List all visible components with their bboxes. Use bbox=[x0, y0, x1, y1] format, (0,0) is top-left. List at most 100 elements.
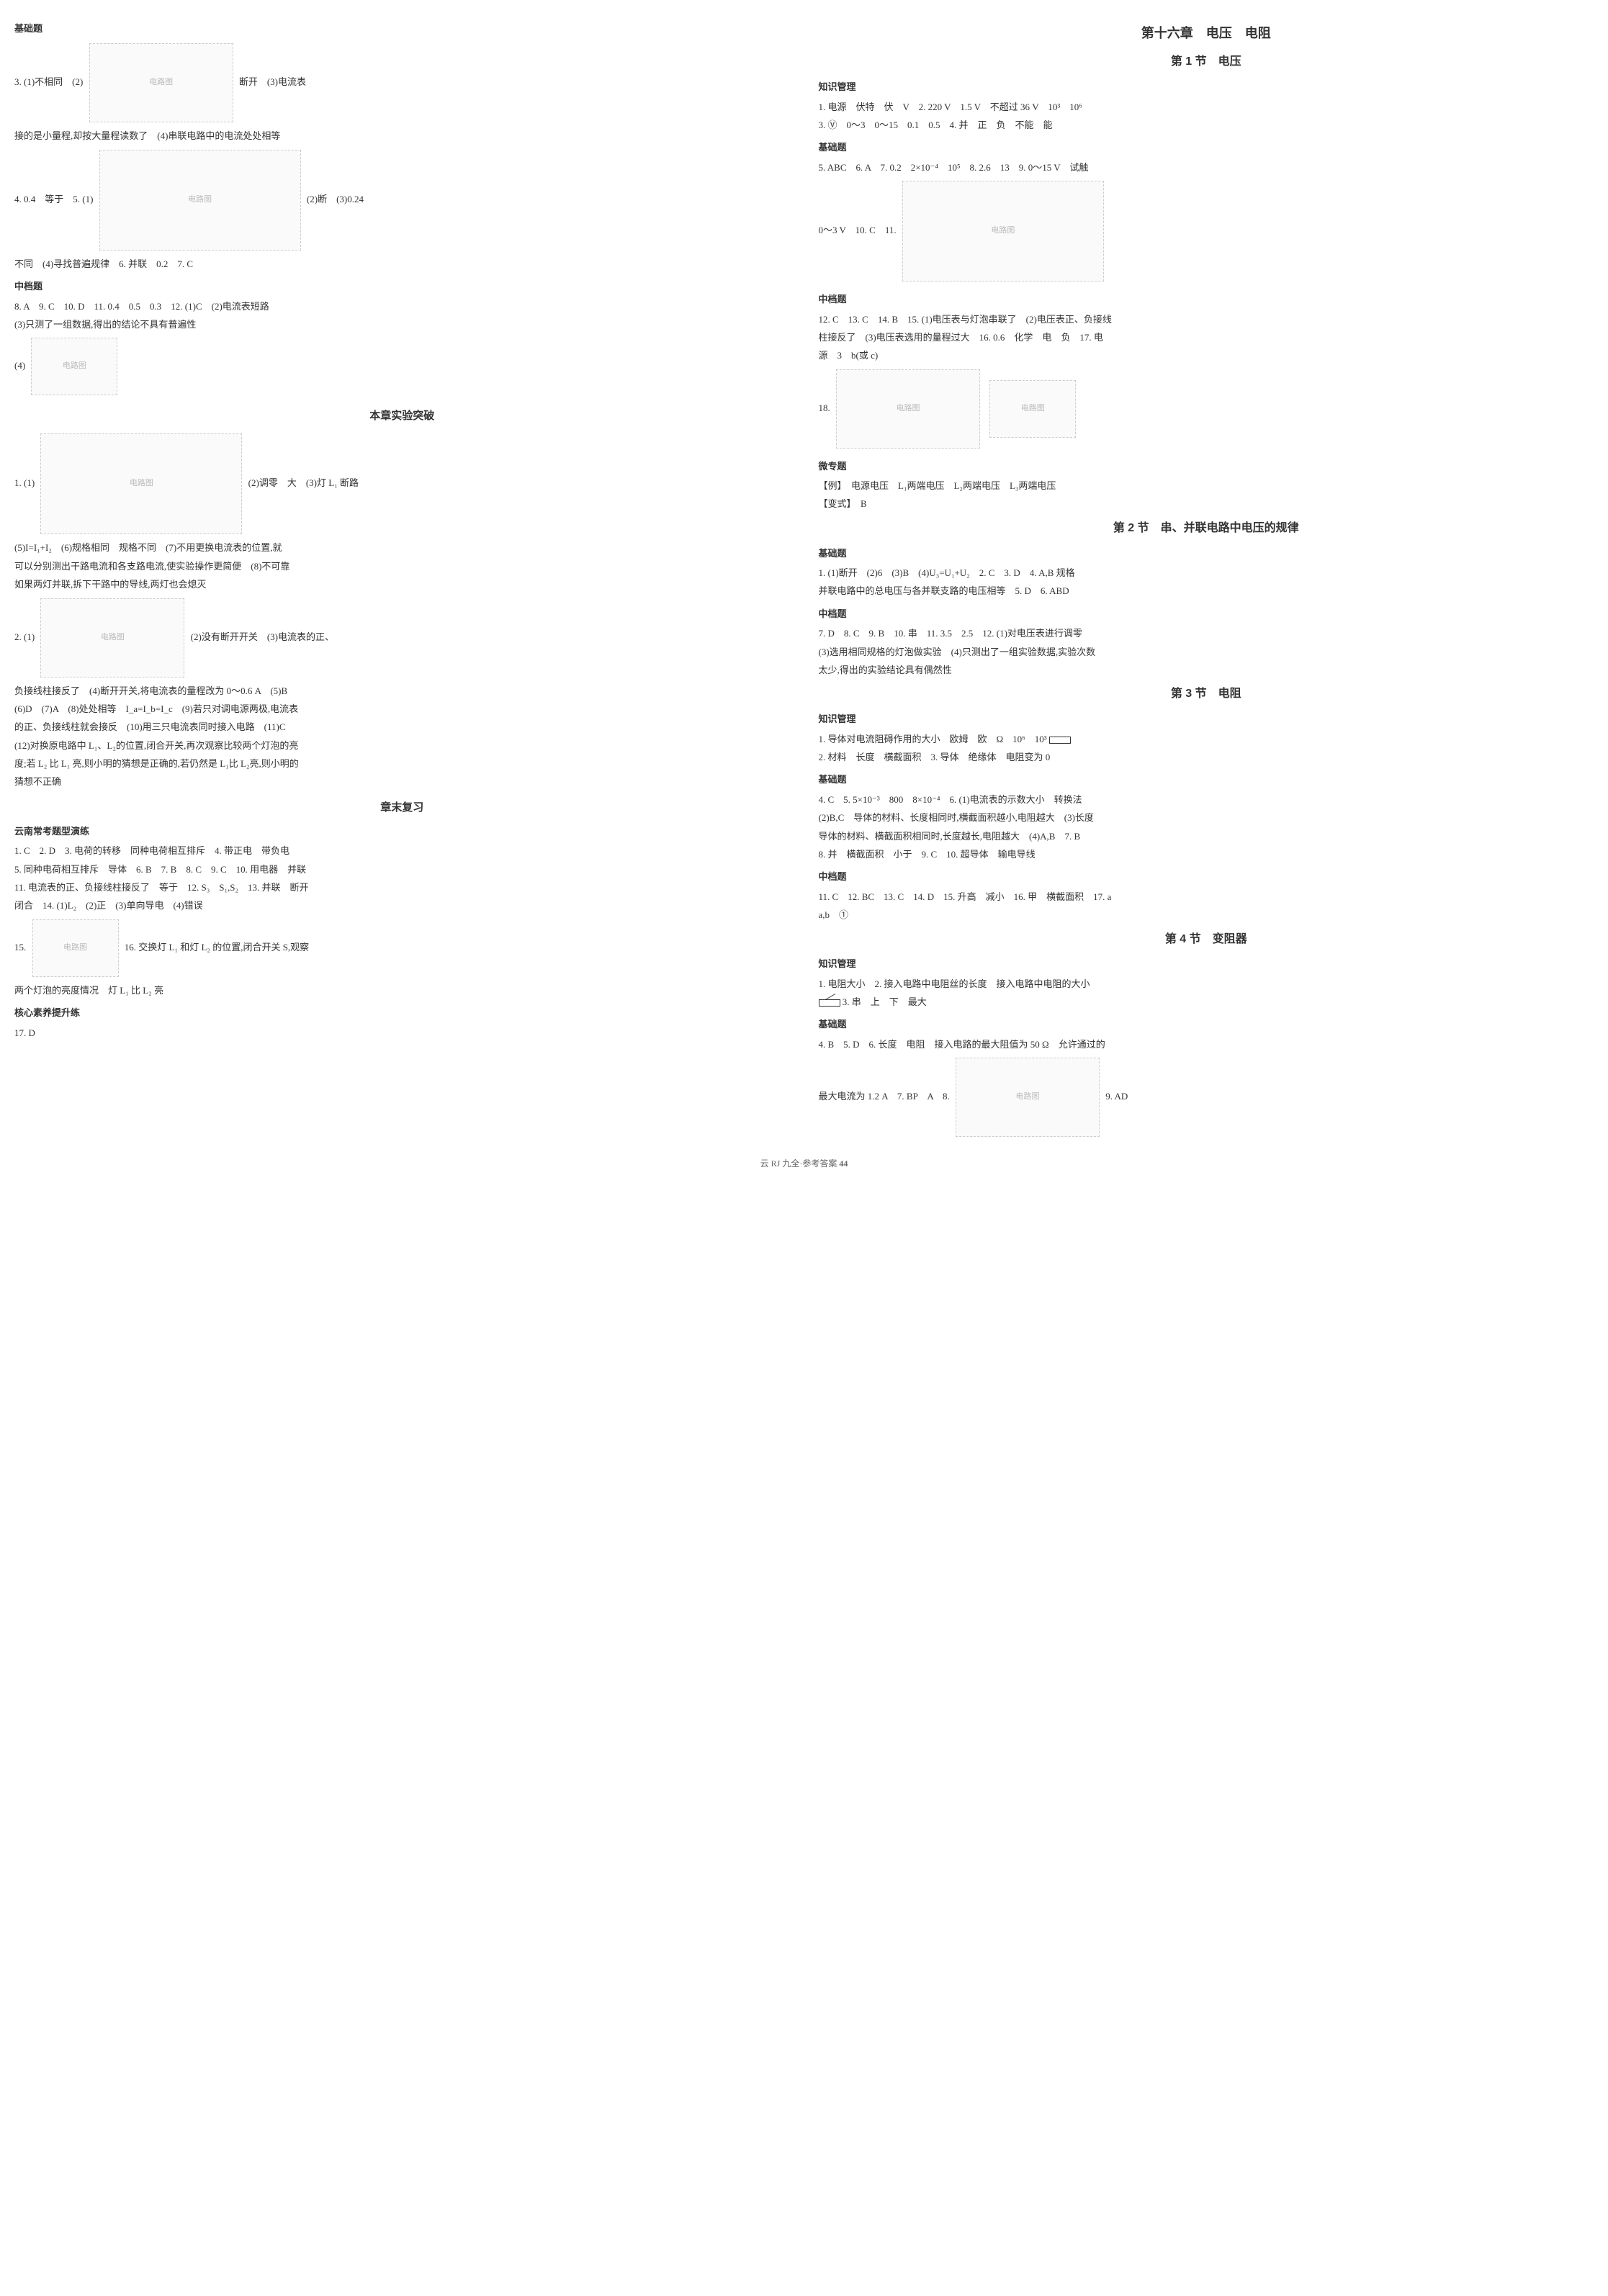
answer-line: 【例】 电源电压 L₁两端电压 L₂两端电压 L₃两端电压 bbox=[819, 477, 1594, 494]
answer-line: (3)选用相同规格的灯泡做实验 (4)只测出了一组实验数据,实验次数 bbox=[819, 644, 1594, 660]
answer-line: (12)对换原电路中 L₁、L₂的位置,闭合开关,再次观察比较两个灯泡的亮 bbox=[14, 737, 790, 754]
answer-line: 4. 0.4 等于 5. (1) (2)断 (3)0.24 bbox=[14, 146, 790, 254]
z1-line4: 18. bbox=[819, 402, 830, 413]
answer-line: 3. Ⓥ 0～3 0～15 0.1 0.5 4. 并 正 负 不能 能 bbox=[819, 117, 1594, 133]
chapter-title: 第十六章 电压 电阻 bbox=[819, 22, 1594, 45]
answer-line: 可以分别测出干路电流和各支路电流,使实验操作更简便 (8)不可靠 bbox=[14, 558, 790, 575]
answer-line: 1. 电阻大小 2. 接入电路中电阻丝的长度 接入电路中电阻的大小 bbox=[819, 976, 1594, 992]
answer-line: 1. (1)断开 (2)6 (3)B (4)U₃=U₁+U₂ 2. C 3. D… bbox=[819, 564, 1594, 581]
section-zhongdang2-header: 中档题 bbox=[819, 605, 1594, 622]
answer-line: 1. (1) (2)调零 大 (3)灯 L₁ 断路 bbox=[14, 430, 790, 538]
circuit-diagram bbox=[32, 919, 119, 977]
answer-line: 负接线柱接反了 (4)断开开关,将电流表的量程改为 0～0.6 A (5)B bbox=[14, 683, 790, 699]
q3-part1: 3. (1)不相同 (2) bbox=[14, 76, 83, 87]
answer-line: 8. 并 横截面积 小于 9. C 10. 超导体 输电导线 bbox=[819, 846, 1594, 863]
answer-line: 11. 电流表的正、负接线柱接反了 等于 12. S₃ S₁,S₂ 13. 并联… bbox=[14, 879, 790, 896]
answer-line: 0～3 V 10. C 11. bbox=[819, 177, 1594, 285]
answer-line: 如果两灯并联,拆下干路中的导线,两灯也会熄灭 bbox=[14, 576, 790, 593]
answer-line: (6)D (7)A (8)处处相等 I_a=I_b=I_c (9)若只对调电源两… bbox=[14, 701, 790, 717]
circuit-diagram bbox=[40, 598, 184, 677]
circuit-diagram bbox=[40, 433, 242, 534]
section-zhishi4-header: 知识管理 bbox=[819, 955, 1594, 972]
answer-line: 柱接反了 (3)电压表选用的量程过大 16. 0.6 化学 电 负 17. 电 bbox=[819, 329, 1594, 346]
answer-line: 12. C 13. C 14. B 15. (1)电压表与灯泡串联了 (2)电压… bbox=[819, 311, 1594, 328]
circuit-diagram bbox=[89, 43, 233, 122]
section-zhongdang1-header: 中档题 bbox=[819, 291, 1594, 307]
j4-line2: 最大电流为 1.2 A 7. BP A 8. bbox=[819, 1091, 950, 1102]
answer-line: 1. 电源 伏特 伏 V 2. 220 V 1.5 V 不超过 36 V 10³… bbox=[819, 99, 1594, 115]
exp2-part2: (2)没有断开开关 (3)电流表的正、 bbox=[191, 631, 334, 642]
sub4-title: 第 4 节 变阻器 bbox=[819, 929, 1594, 950]
section-weizt-header: 微专题 bbox=[819, 458, 1594, 474]
answer-line: 的正、负接线柱就会接反 (10)用三只电流表同时接入电路 (11)C bbox=[14, 719, 790, 735]
answer-line: 闭合 14. (1)L₂ (2)正 (3)单向导电 (4)错误 bbox=[14, 897, 790, 914]
circuit-diagram bbox=[956, 1058, 1100, 1137]
page-footer: 云 RJ 九全·参考答案 44 bbox=[14, 1156, 1594, 1172]
experiment-title: 本章实验突破 bbox=[14, 406, 790, 426]
circuit-diagram bbox=[99, 150, 301, 251]
answer-line: 17. D bbox=[14, 1025, 790, 1041]
section-zhishi3-header: 知识管理 bbox=[819, 711, 1594, 727]
answer-line: 不同 (4)寻找普遍规律 6. 并联 0.2 7. C bbox=[14, 256, 790, 272]
circuit-diagram bbox=[836, 369, 980, 449]
answer-line: (3)只测了一组数据,得出的结论不具有普遍性 bbox=[14, 316, 790, 333]
answer-line: 8. A 9. C 10. D 11. 0.4 0.5 0.3 12. (1)C… bbox=[14, 298, 790, 315]
answer-line: 1. 导体对电流阻碍作用的大小 欧姆 欧 Ω 10⁶ 10³ bbox=[819, 731, 1594, 747]
q12-line3: (4) bbox=[14, 360, 25, 371]
answer-line: 太少,得出的实验结论具有偶然性 bbox=[819, 662, 1594, 678]
rev16: 16. 交换灯 L₁ 和灯 L₂ 的位置,闭合开关 S,观察 bbox=[125, 942, 309, 953]
answer-line: 【变式】 B bbox=[819, 495, 1594, 512]
answer-line: 5. ABC 6. A 7. 0.2 2×10⁻⁴ 10⁵ 8. 2.6 13 … bbox=[819, 159, 1594, 176]
sub3-title: 第 3 节 电阻 bbox=[819, 684, 1594, 705]
circuit-diagram bbox=[989, 380, 1076, 438]
answer-line: 猜想不正确 bbox=[14, 773, 790, 790]
answer-line: a,b ① bbox=[819, 906, 1594, 923]
answer-line: 15. 16. 交换灯 L₁ 和灯 L₂ 的位置,闭合开关 S,观察 bbox=[14, 916, 790, 981]
resistor-icon bbox=[1049, 737, 1071, 744]
answer-line: 3. (1)不相同 (2) 断开 (3)电流表 bbox=[14, 40, 790, 126]
exp1-part2: (2)调零 大 (3)灯 L₁ 断路 bbox=[248, 477, 359, 488]
answer-line: 11. C 12. BC 13. C 14. D 15. 升高 减小 16. 甲… bbox=[819, 888, 1594, 905]
j1-line2: 0～3 V 10. C 11. bbox=[819, 225, 897, 235]
footer-text: 云 RJ 九全·参考答案 bbox=[760, 1158, 837, 1169]
section-jichu-header: 基础题 bbox=[14, 20, 790, 37]
j4-line3: 9. AD bbox=[1105, 1091, 1128, 1102]
answer-line: 7. D 8. C 9. B 10. 串 11. 3.5 2.5 12. (1)… bbox=[819, 625, 1594, 641]
answer-line: 3. 串 上 下 最大 bbox=[819, 994, 1594, 1010]
q4-5: 4. 0.4 等于 5. (1) bbox=[14, 194, 93, 204]
answer-line: 导体的材料、横截面积相同时,长度越长,电阻越大 (4)A,B 7. B bbox=[819, 828, 1594, 845]
section-zhishi1-header: 知识管理 bbox=[819, 78, 1594, 95]
answer-line: 源 3 b(或 c) bbox=[819, 347, 1594, 364]
answer-line: 1. C 2. D 3. 电荷的转移 同种电荷相互排斥 4. 带正电 带负电 bbox=[14, 842, 790, 859]
answer-line: 18. bbox=[819, 366, 1594, 452]
page-number: 44 bbox=[839, 1156, 848, 1172]
answer-line: 2. 材料 长度 横截面积 3. 导体 绝缘体 电阻变为 0 bbox=[819, 749, 1594, 765]
sub2-title: 第 2 节 串、并联电路中电压的规律 bbox=[819, 518, 1594, 539]
answer-line: 2. (1) (2)没有断开开关 (3)电流表的正、 bbox=[14, 595, 790, 681]
answer-line: 最大电流为 1.2 A 7. BP A 8. 9. AD bbox=[819, 1054, 1594, 1140]
sub1-title: 第 1 节 电压 bbox=[819, 52, 1594, 73]
section-jichu2-header: 基础题 bbox=[819, 545, 1594, 562]
answer-line: (5)I=I₁+I₂ (6)规格相同 规格不同 (7)不用更换电流表的位置,就 bbox=[14, 539, 790, 556]
answer-line: 4. C 5. 5×10⁻³ 800 8×10⁻⁴ 6. (1)电流表的示数大小… bbox=[819, 791, 1594, 808]
answer-line: 接的是小量程,却按大量程读数了 (4)串联电路中的电流处处相等 bbox=[14, 127, 790, 144]
exp2-part1: 2. (1) bbox=[14, 631, 35, 642]
answer-line: 并联电路中的总电压与各并联支路的电压相等 5. D 6. ABD bbox=[819, 582, 1594, 599]
answer-line: 4. B 5. D 6. 长度 电阻 接入电路的最大阻值为 50 Ω 允许通过的 bbox=[819, 1036, 1594, 1053]
answer-line: (2)B,C 导体的材料、长度相同时,横截面积越小,电阻越大 (3)长度 bbox=[819, 809, 1594, 826]
section-jichu4-header: 基础题 bbox=[819, 1016, 1594, 1032]
circuit-diagram bbox=[902, 181, 1104, 282]
rheostat-icon bbox=[819, 999, 840, 1007]
answer-line: 两个灯泡的亮度情况 灯 L₁ 比 L₂ 亮 bbox=[14, 982, 790, 999]
circuit-diagram bbox=[31, 338, 117, 395]
q3-part2: 断开 (3)电流表 bbox=[239, 76, 306, 87]
answer-line: (4) bbox=[14, 334, 790, 399]
k4-line2: 3. 串 上 下 最大 bbox=[843, 996, 927, 1007]
left-column: 基础题 3. (1)不相同 (2) 断开 (3)电流表 接的是小量程,却按大量程… bbox=[14, 14, 790, 1142]
rev15: 15. bbox=[14, 942, 26, 953]
answer-line: 5. 同种电荷相互排斥 导体 6. B 7. B 8. C 9. C 10. 用… bbox=[14, 861, 790, 878]
section-jichu1-header: 基础题 bbox=[819, 139, 1594, 156]
k3-line1: 1. 导体对电流阻碍作用的大小 欧姆 欧 Ω 10⁶ 10³ bbox=[819, 734, 1047, 744]
page-container: 基础题 3. (1)不相同 (2) 断开 (3)电流表 接的是小量程,却按大量程… bbox=[14, 14, 1594, 1142]
section-zhongdang-header: 中档题 bbox=[14, 278, 790, 294]
